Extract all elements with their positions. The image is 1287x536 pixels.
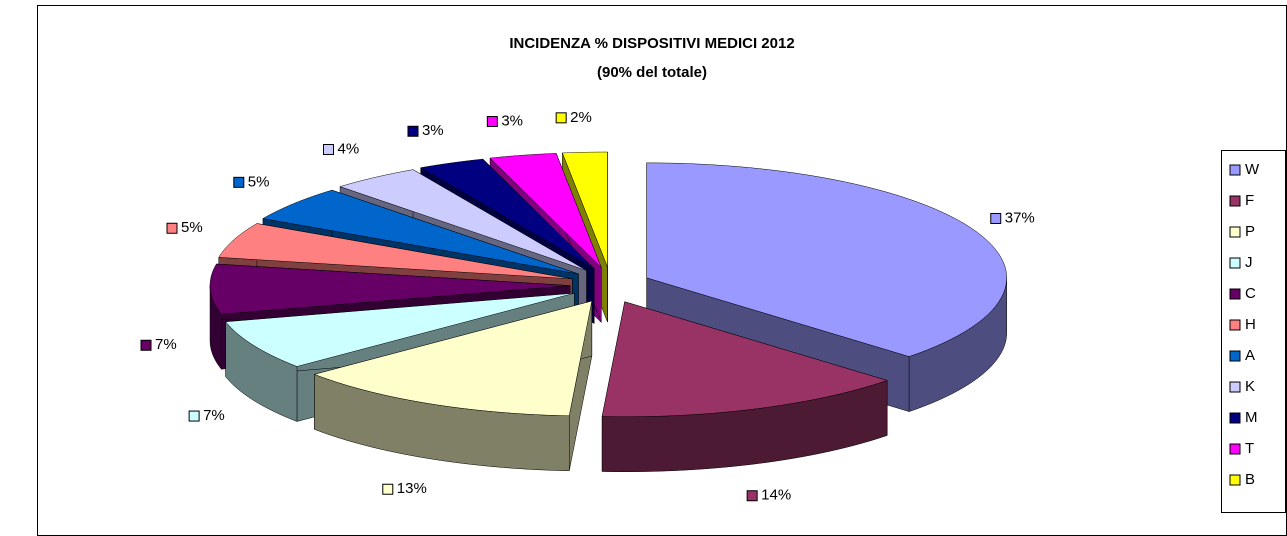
legend-swatch	[1229, 164, 1241, 176]
slice-group	[313, 300, 593, 472]
legend-swatch	[1229, 412, 1241, 424]
legend-label: F	[1245, 192, 1254, 209]
label-swatch	[140, 339, 152, 351]
legend-swatch	[1229, 474, 1241, 486]
legend-label: P	[1245, 223, 1255, 240]
data-label: 3%	[501, 113, 523, 130]
data-label: 5%	[248, 173, 270, 190]
legend-swatch	[1229, 381, 1241, 393]
data-label: 13%	[397, 480, 427, 497]
legend-label: A	[1245, 347, 1255, 364]
slice-group	[601, 301, 888, 472]
slice	[225, 292, 575, 367]
legend-swatch	[1229, 288, 1241, 300]
data-label: 3%	[422, 122, 444, 139]
legend-label: M	[1245, 409, 1258, 426]
chart-title: INCIDENZA % DISPOSITIVI MEDICI 2012	[509, 35, 794, 52]
slice	[562, 151, 608, 268]
legend-swatch	[1229, 319, 1241, 331]
slice	[601, 301, 888, 417]
slice	[218, 223, 573, 280]
label-swatch	[188, 410, 200, 422]
legend-swatch	[1229, 226, 1241, 238]
label-swatch	[746, 490, 758, 502]
data-label: 14%	[761, 487, 791, 504]
data-label: 37%	[1005, 209, 1035, 226]
legend-label: K	[1245, 378, 1255, 395]
slice	[339, 169, 587, 271]
slice	[419, 158, 595, 269]
slice	[209, 263, 571, 315]
legend-label: J	[1245, 254, 1253, 271]
label-swatch	[486, 116, 498, 128]
chart-subtitle: (90% del totale)	[597, 64, 707, 81]
legend-label: H	[1245, 316, 1256, 333]
label-swatch	[166, 222, 178, 234]
legend-label: C	[1245, 285, 1256, 302]
slice	[489, 153, 602, 268]
label-swatch	[322, 143, 334, 155]
label-swatch	[990, 212, 1002, 224]
label-swatch	[407, 125, 419, 137]
slice	[313, 300, 593, 417]
legend-label: W	[1245, 161, 1260, 178]
slice	[646, 162, 1007, 357]
label-swatch	[233, 176, 245, 188]
legend-label: B	[1245, 471, 1255, 488]
legend-label: T	[1245, 440, 1254, 457]
data-label: 2%	[570, 109, 592, 126]
data-label: 7%	[155, 336, 177, 353]
data-label: 5%	[181, 219, 203, 236]
legend-swatch	[1229, 257, 1241, 269]
data-label: 7%	[203, 407, 225, 424]
legend-swatch	[1229, 195, 1241, 207]
legend-swatch	[1229, 443, 1241, 455]
legend-swatch	[1229, 350, 1241, 362]
label-swatch	[555, 112, 567, 124]
data-label: 4%	[337, 140, 359, 157]
label-swatch	[382, 483, 394, 495]
slice	[262, 189, 579, 275]
